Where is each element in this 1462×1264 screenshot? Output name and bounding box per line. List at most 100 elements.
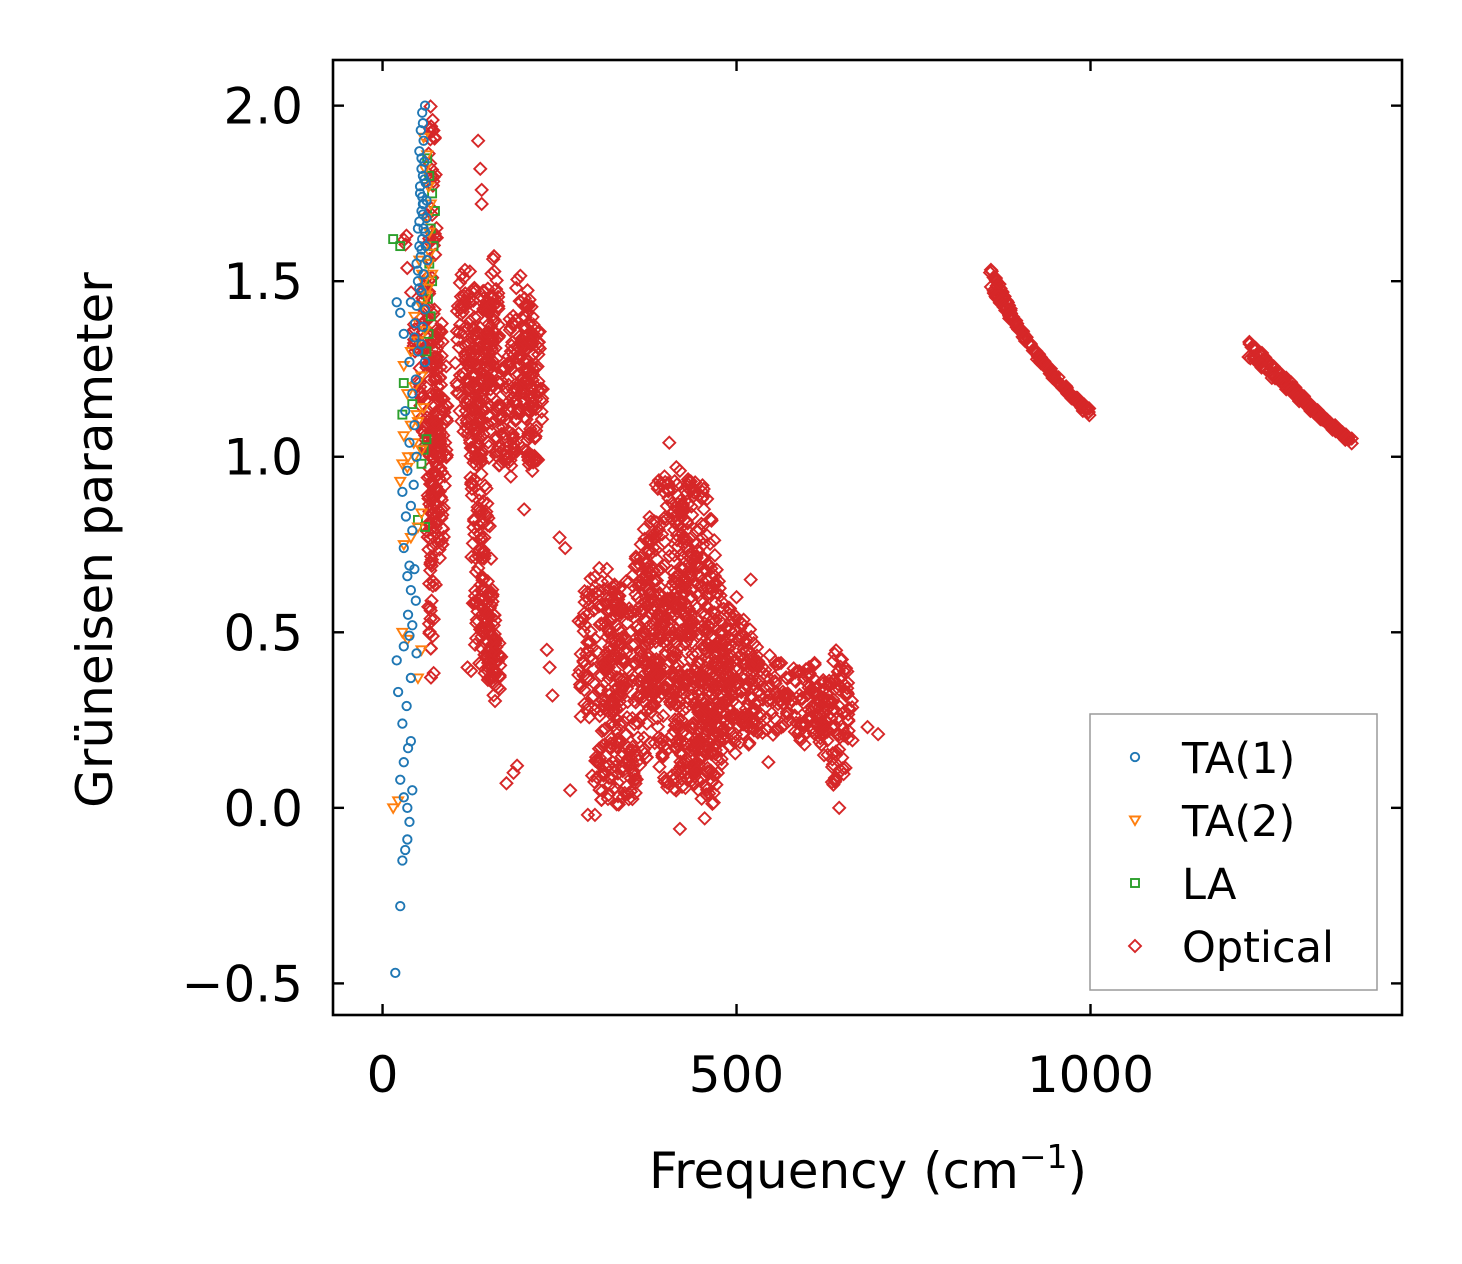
data-point — [482, 407, 497, 423]
data-point — [674, 526, 690, 542]
data-point — [1311, 405, 1327, 421]
data-point — [593, 702, 608, 718]
data-point — [831, 727, 847, 742]
data-point — [690, 588, 706, 604]
data-point — [438, 397, 454, 413]
data-point — [425, 578, 441, 594]
data-point — [690, 698, 706, 714]
data-point — [425, 269, 439, 282]
data-point — [695, 478, 710, 493]
data-point — [471, 517, 486, 533]
data-point — [637, 531, 652, 547]
data-point — [468, 564, 484, 580]
data-point — [520, 449, 536, 465]
data-point — [637, 555, 653, 571]
data-point — [422, 476, 438, 492]
data-point — [657, 474, 673, 490]
data-point — [580, 697, 596, 713]
data-point — [400, 389, 414, 401]
data-point — [706, 705, 722, 721]
data-point — [412, 276, 424, 287]
data-point — [683, 474, 699, 489]
plot-frame — [331, 58, 1404, 1017]
data-point — [671, 684, 687, 699]
data-point — [405, 585, 417, 596]
data-point — [719, 694, 735, 710]
data-point — [423, 641, 439, 656]
data-point — [669, 517, 685, 533]
data-point — [637, 746, 653, 761]
data-point — [483, 584, 498, 600]
x-tick-label: 0 — [367, 1046, 399, 1104]
data-point — [391, 796, 405, 808]
data-point — [407, 438, 421, 450]
data-point — [475, 283, 491, 299]
data-point — [649, 651, 664, 667]
data-point — [491, 457, 507, 473]
data-point — [519, 443, 535, 459]
data-point — [429, 220, 444, 236]
data-point — [648, 692, 664, 708]
series-ta-1 — [390, 100, 433, 979]
data-point — [462, 295, 478, 310]
data-point — [421, 195, 432, 206]
data-point — [654, 610, 670, 626]
data-point — [713, 633, 729, 649]
data-point — [395, 774, 406, 785]
data-point — [710, 765, 726, 781]
data-point — [599, 645, 614, 661]
data-point — [669, 734, 684, 749]
data-point — [598, 663, 614, 679]
data-point — [689, 763, 705, 779]
data-point — [677, 573, 693, 589]
data-point — [397, 361, 411, 373]
data-point — [398, 792, 409, 803]
data-point — [499, 775, 514, 791]
data-point — [672, 463, 688, 479]
data-point — [470, 133, 486, 149]
data-point — [666, 627, 682, 643]
data-point — [792, 663, 807, 679]
data-point — [494, 398, 510, 414]
data-point — [545, 688, 560, 703]
data-point — [682, 617, 698, 633]
data-point — [594, 792, 610, 807]
data-point — [789, 700, 805, 716]
data-point — [534, 404, 549, 420]
data-point — [505, 317, 520, 332]
legend-marker — [1129, 751, 1141, 763]
data-point — [653, 731, 669, 747]
data-point — [404, 356, 415, 368]
data-point — [664, 665, 680, 680]
data-point — [655, 748, 670, 763]
data-point — [464, 481, 480, 497]
data-point — [484, 668, 500, 684]
data-point — [642, 664, 658, 679]
data-point — [768, 722, 784, 738]
data-point — [602, 667, 617, 683]
data-point — [722, 739, 737, 754]
data-point — [610, 766, 626, 781]
data-point — [743, 572, 759, 587]
data-point — [474, 182, 490, 198]
data-point — [684, 635, 700, 650]
data-point — [422, 227, 436, 239]
data-point — [386, 803, 400, 815]
data-point — [619, 641, 634, 656]
data-point — [672, 821, 688, 837]
data-point — [449, 378, 465, 393]
data-point — [419, 174, 430, 185]
data-point — [734, 708, 750, 724]
data-point — [623, 771, 639, 786]
data-point — [714, 751, 729, 767]
data-point — [641, 700, 657, 716]
data-point — [729, 589, 744, 605]
data-point — [836, 728, 852, 743]
data-point — [465, 536, 481, 551]
data-point — [738, 676, 754, 692]
data-point — [459, 420, 474, 435]
data-point — [482, 518, 498, 534]
data-point — [594, 723, 610, 739]
data-point — [762, 648, 777, 663]
data-point — [694, 671, 709, 687]
